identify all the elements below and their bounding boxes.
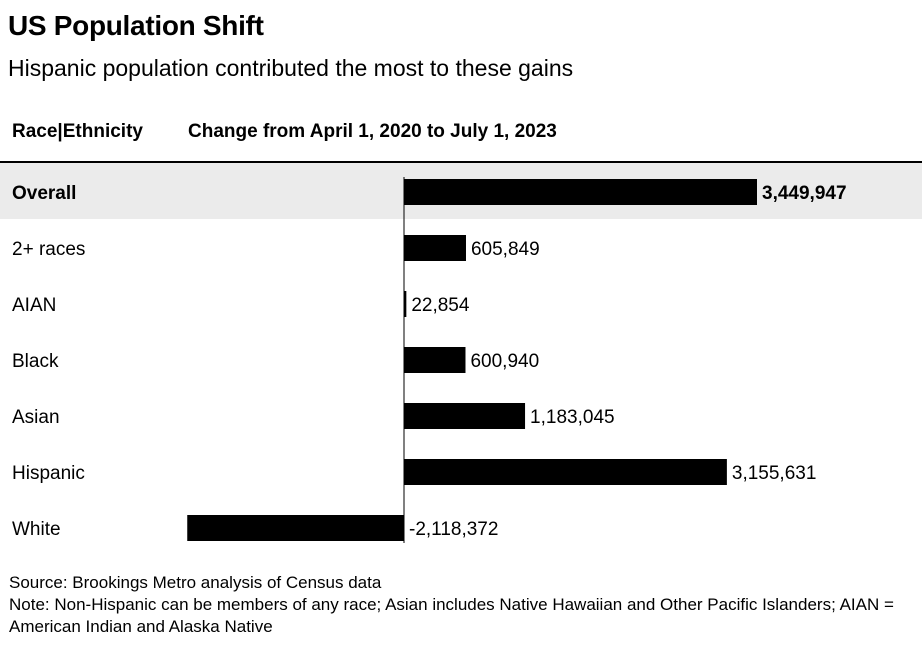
bar-hispanic xyxy=(404,459,727,485)
category-label-hispanic: Hispanic xyxy=(12,463,85,484)
bar-overall xyxy=(404,179,757,205)
value-label-asian: 1,183,045 xyxy=(530,407,615,428)
value-label-2-races: 605,849 xyxy=(471,239,540,260)
source-note: Source: Brookings Metro analysis of Cens… xyxy=(9,573,382,592)
value-label-overall: 3,449,947 xyxy=(762,183,847,204)
category-label-overall: Overall xyxy=(12,183,76,204)
category-label-2-races: 2+ races xyxy=(12,239,85,260)
chart-notes: Source: Brookings Metro analysis of Cens… xyxy=(9,572,914,638)
category-label-white: White xyxy=(12,519,61,540)
value-label-black: 600,940 xyxy=(470,351,539,372)
category-label-black: Black xyxy=(12,351,59,372)
category-label-aian: AIAN xyxy=(12,295,56,316)
chart-subtitle: Hispanic population contributed the most… xyxy=(8,55,574,81)
value-label-white: -2,118,372 xyxy=(409,519,498,540)
column-header-change: Change from April 1, 2020 to July 1, 202… xyxy=(188,121,557,142)
bar-asian xyxy=(404,403,526,429)
bar-white xyxy=(187,515,404,541)
bar-black xyxy=(404,347,466,373)
value-label-hispanic: 3,155,631 xyxy=(732,463,817,484)
column-header-race: Race|Ethnicity xyxy=(12,121,143,142)
value-label-aian: 22,854 xyxy=(411,295,470,316)
chart-title: US Population Shift xyxy=(8,10,264,41)
category-label-asian: Asian xyxy=(12,407,60,428)
bar-aian xyxy=(404,291,407,317)
bar-chart: Overall 3,449,947 2+ races 605,849 AIAN 22,85… xyxy=(0,163,922,543)
header-divider xyxy=(0,161,922,163)
footnote: Note: Non-Hispanic can be members of any… xyxy=(9,595,894,636)
bar-2-races xyxy=(404,235,466,261)
